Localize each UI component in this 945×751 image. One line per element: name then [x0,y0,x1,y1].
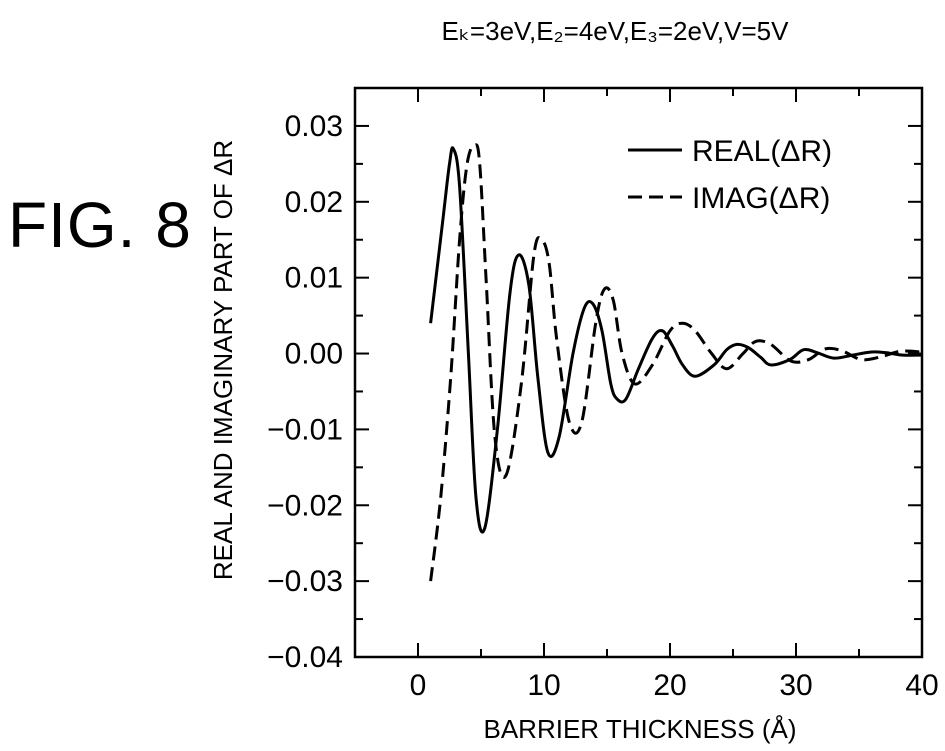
y-tick-label: −0.01 [267,413,343,446]
legend-label: IMAG(ΔR) [692,182,830,215]
x-tick-label: 0 [410,669,427,702]
x-tick-label: 30 [779,669,812,702]
y-tick-label: −0.02 [267,489,343,522]
y-tick-label: 0.00 [285,338,343,371]
legend-label: REAL(ΔR) [692,135,832,168]
y-tick-label: −0.03 [267,565,343,598]
axes: 0 10 20 30 40 0.03 0.02 0.01 0.00 −0.01 −0.02 −0.03… [267,88,939,702]
y-axis-label: REAL AND IMAGINARY PART OF ΔR [208,140,238,580]
x-tick-label: 10 [527,669,560,702]
x-tick-label: 20 [653,669,686,702]
legend: REAL(ΔR) IMAG(ΔR) [628,135,832,215]
x-tick-label: 40 [905,669,938,702]
series-layer [431,145,922,581]
y-tick-label: 0.02 [285,186,343,219]
chart-title: Eₖ=3eV,E₂=4eV,E₃=2eV,V=5V [442,16,790,46]
real-series-line [431,148,922,532]
x-axis-label: BARRIER THICKNESS (Å) [483,714,796,744]
y-tick-label: 0.03 [285,110,343,143]
y-tick-label: 0.01 [285,262,343,295]
y-tick-label: −0.04 [267,641,343,674]
